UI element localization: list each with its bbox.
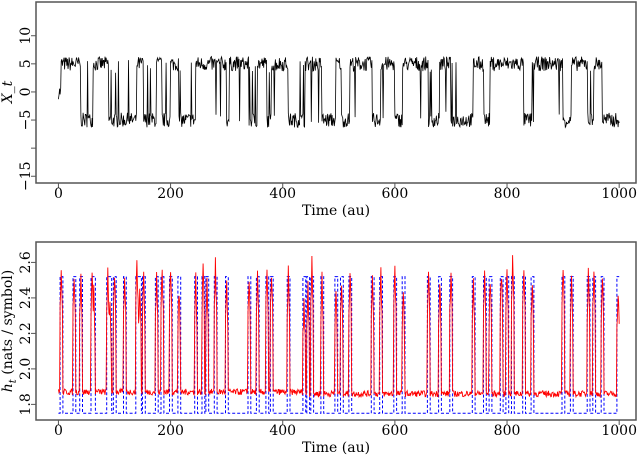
ht-solid-series-line <box>57 255 620 399</box>
x-tick-label: 400 <box>269 423 296 439</box>
y-tick-label: 2.6 <box>18 251 34 273</box>
y-tick-label: 10 <box>18 27 34 45</box>
y-tick-label: −15 <box>18 161 34 191</box>
x-tick-label: 600 <box>382 186 409 202</box>
plot-frame <box>35 241 637 421</box>
y-tick-label: 2.4 <box>18 287 34 309</box>
y-tick-label: 1.8 <box>18 393 34 415</box>
y-tick-label: 5 <box>18 59 34 68</box>
x-tick-label: 200 <box>157 186 184 202</box>
y-tick-label: 2.2 <box>18 322 34 344</box>
y-tick-label: −5 <box>18 110 34 131</box>
top-xlabel: Time (au) <box>302 203 370 219</box>
x-tick-label: 0 <box>54 186 63 202</box>
x-tick-label: 1000 <box>601 186 637 202</box>
x-tick-label: 0 <box>54 423 63 439</box>
xt-series-line <box>58 55 620 129</box>
x-tick-label: 800 <box>494 423 521 439</box>
plot-frame <box>35 1 637 184</box>
x-tick-label: 800 <box>494 186 521 202</box>
top-ylabel: X_t <box>0 80 16 104</box>
bottom-ylabel: ht (nats / symbol) <box>0 270 19 392</box>
bottom-xlabel: Time (au) <box>302 440 370 455</box>
y-tick-label: 0 <box>18 87 34 96</box>
x-tick-label: 400 <box>269 186 296 202</box>
y-tick-label: 2.0 <box>18 358 34 380</box>
ht-dashed-series-line <box>58 276 620 414</box>
x-tick-label: 1000 <box>601 423 637 439</box>
x-tick-label: 600 <box>382 423 409 439</box>
x-tick-label: 200 <box>157 423 184 439</box>
bottom-plot: 0 200 400 600 800 1000 1.8 2.0 2.2 2.4 2.6 <box>18 241 637 439</box>
top-plot: 0 200 400 600 800 1000 −15 −5 0 5 10 <box>18 1 637 202</box>
